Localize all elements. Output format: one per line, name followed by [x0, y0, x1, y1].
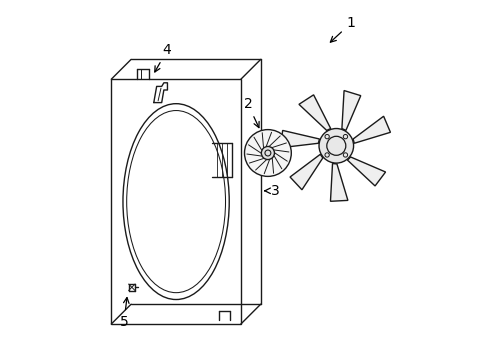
Polygon shape	[341, 91, 360, 130]
Polygon shape	[330, 163, 347, 201]
Text: 5: 5	[119, 297, 129, 329]
Polygon shape	[289, 154, 322, 190]
Text: 1: 1	[330, 17, 354, 42]
Polygon shape	[298, 95, 330, 130]
Text: 4: 4	[155, 44, 171, 72]
Polygon shape	[352, 116, 389, 143]
Text: 3: 3	[264, 184, 279, 198]
Polygon shape	[347, 157, 385, 186]
Circle shape	[244, 130, 291, 176]
Circle shape	[261, 147, 274, 159]
Polygon shape	[280, 130, 319, 148]
Text: 2: 2	[243, 98, 259, 127]
Circle shape	[318, 129, 353, 163]
